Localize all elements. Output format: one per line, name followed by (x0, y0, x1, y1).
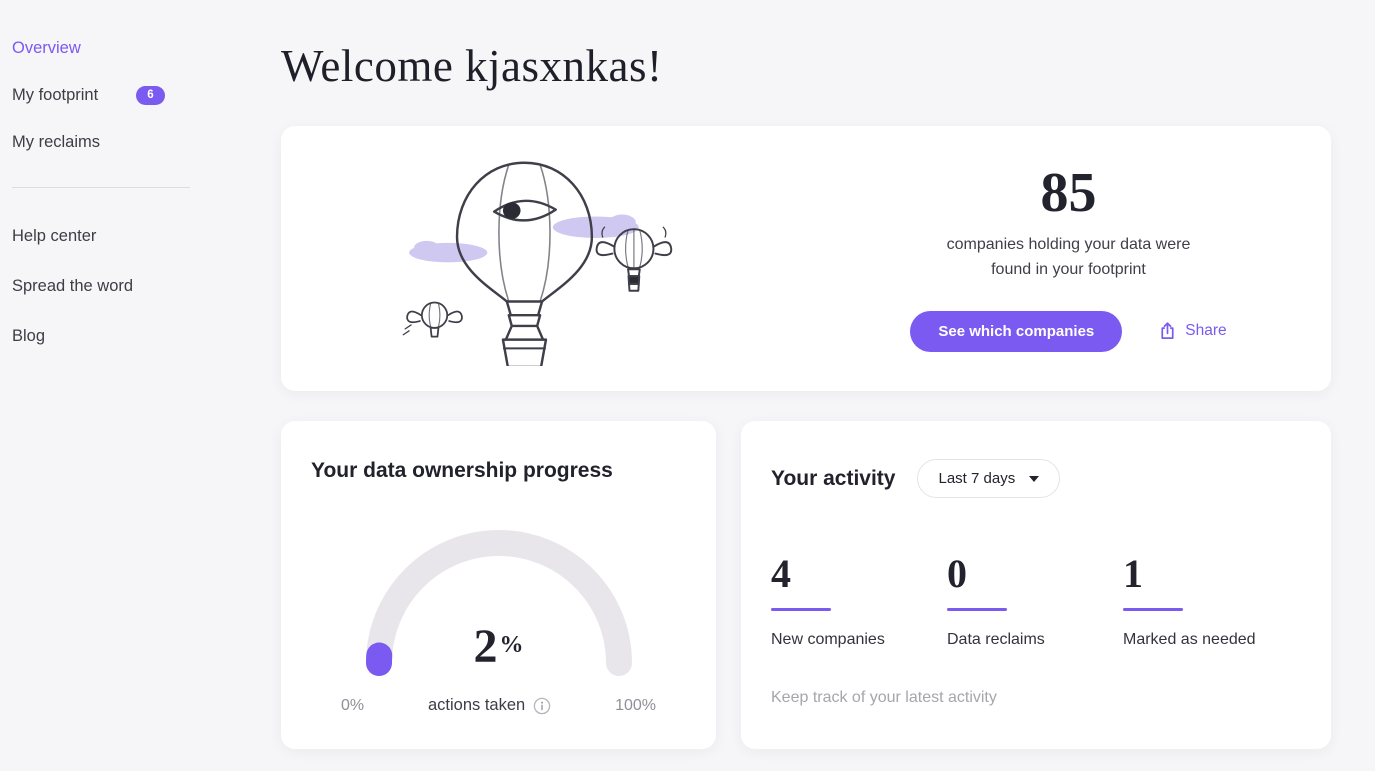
footprint-count-badge: 6 (136, 85, 165, 105)
gauge-labels: 0% actions taken 100% (341, 696, 656, 715)
stat-underline (771, 608, 831, 611)
footprint-summary-card: 85 companies holding your data were foun… (281, 126, 1331, 391)
stat-new-companies: 4 New companies (771, 554, 947, 649)
share-button[interactable]: Share (1158, 321, 1227, 341)
progress-value: 2% (473, 620, 524, 673)
progress-card-title: Your data ownership progress (311, 459, 613, 482)
sidebar-item-label: My footprint (12, 86, 99, 104)
stat-underline (947, 608, 1007, 611)
activity-stats: 4 New companies 0 Data reclaims 1 Marked… (771, 554, 1301, 649)
stat-data-reclaims: 0 Data reclaims (947, 554, 1123, 649)
sidebar-item-help-center[interactable]: Help center (12, 226, 265, 246)
sidebar-item-spread-the-word[interactable]: Spread the word (12, 276, 265, 296)
page-title: Welcome kjasxnkas! (281, 41, 663, 91)
sidebar-item-label: Overview (12, 39, 81, 57)
share-label: Share (1185, 322, 1227, 340)
stat-marked-as-needed: 1 Marked as needed (1123, 554, 1299, 649)
stat-label: Marked as needed (1123, 631, 1256, 648)
sidebar-item-overview[interactable]: Overview (12, 38, 265, 58)
gauge-caption: actions taken (428, 696, 551, 715)
chevron-down-icon (1029, 475, 1040, 482)
activity-card-title: Your activity (771, 466, 896, 490)
data-ownership-progress-card: Your data ownership progress 2% 0% actio… (281, 421, 716, 749)
sidebar-divider (12, 187, 190, 188)
sidebar-item-blog[interactable]: Blog (12, 326, 265, 346)
gauge-max-label: 100% (615, 696, 656, 714)
activity-card: Your activity Last 7 days 4 New companie… (741, 421, 1331, 749)
stat-underline (1123, 608, 1183, 611)
stat-value: 0 (947, 551, 967, 596)
date-range-dropdown[interactable]: Last 7 days (917, 459, 1061, 498)
sidebar: Overview My footprint 6 My reclaims Help… (0, 0, 265, 771)
activity-header: Your activity Last 7 days (771, 459, 1301, 498)
sidebar-item-label: Spread the word (12, 277, 134, 295)
sidebar-item-label: My reclaims (12, 133, 101, 151)
stat-value: 1 (1123, 551, 1143, 596)
see-which-companies-button[interactable]: See which companies (910, 310, 1123, 352)
progress-gauge: 2% (353, 517, 645, 682)
gauge-min-label: 0% (341, 696, 365, 714)
main-content: Welcome kjasxnkas! (281, 0, 1331, 749)
sidebar-item-label: Blog (12, 327, 46, 345)
sidebar-item-label: Help center (12, 227, 97, 245)
info-icon[interactable] (533, 697, 551, 715)
stat-value: 4 (771, 551, 791, 596)
balloon-illustration (402, 161, 672, 366)
hero-actions: See which companies Share (910, 310, 1227, 352)
stat-label: Data reclaims (947, 631, 1045, 648)
sidebar-item-my-footprint[interactable]: My footprint 6 (12, 85, 265, 105)
gauge-arc (365, 530, 632, 676)
activity-footer-text: Keep track of your latest activity (771, 689, 997, 706)
sidebar-item-my-reclaims[interactable]: My reclaims (12, 132, 265, 152)
hero-illustration-container (281, 151, 806, 366)
stat-label: New companies (771, 631, 885, 648)
share-icon (1161, 322, 1174, 340)
footprint-summary: 85 companies holding your data were foun… (806, 165, 1331, 352)
companies-count-description: companies holding your data were found i… (946, 236, 1191, 278)
companies-count: 85 (1040, 162, 1097, 225)
date-range-value: Last 7 days (938, 470, 1016, 487)
